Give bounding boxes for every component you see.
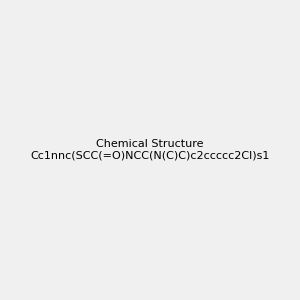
Text: Chemical Structure
Cc1nnc(SCC(=O)NCC(N(C)C)c2ccccc2Cl)s1: Chemical Structure Cc1nnc(SCC(=O)NCC(N(C… — [30, 139, 270, 161]
